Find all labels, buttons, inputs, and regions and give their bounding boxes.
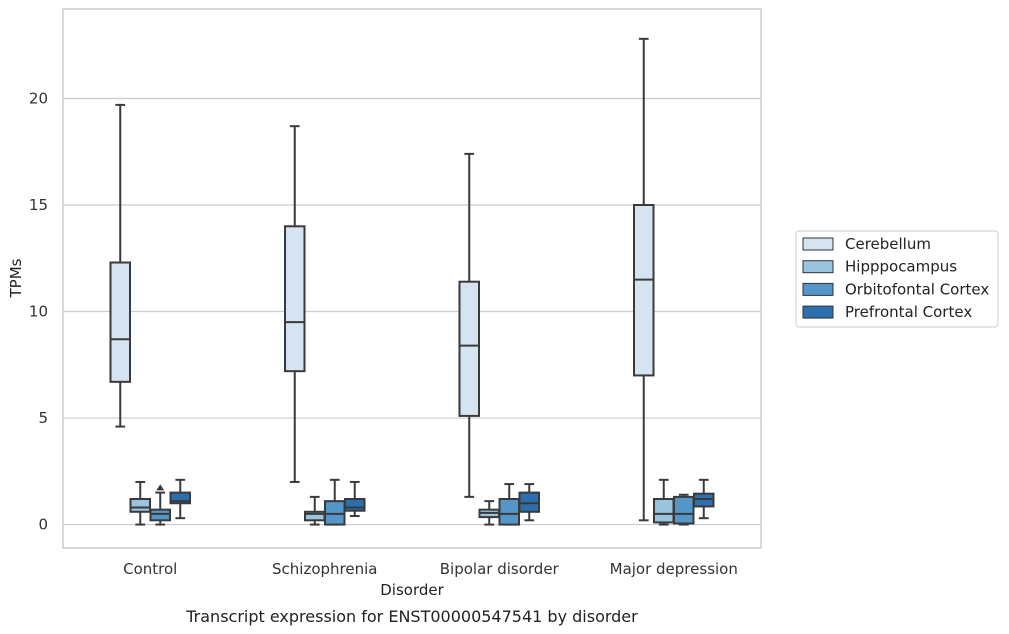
x-tick-label: Bipolar disorder xyxy=(440,560,560,578)
box-body xyxy=(653,498,675,524)
box-hipppocampus xyxy=(653,478,675,526)
box-prefrontal-cortex xyxy=(518,483,540,522)
y-tick-label: 20 xyxy=(29,89,48,107)
box-prefrontal-cortex xyxy=(344,480,366,518)
box-orbitofontal-cortex xyxy=(498,483,520,526)
x-tick-label: Major depression xyxy=(610,560,738,578)
legend-label: Prefrontal Cortex xyxy=(845,303,972,321)
box-prefrontal-cortex xyxy=(693,478,715,520)
box-prefrontal-cortex xyxy=(169,478,191,520)
outlier-point xyxy=(156,484,165,491)
box-body xyxy=(129,498,151,513)
box-body xyxy=(149,508,171,522)
box-body xyxy=(458,280,480,417)
legend-label: Orbitofontal Cortex xyxy=(845,280,989,298)
y-tick-label: 0 xyxy=(38,516,48,534)
box-hipppocampus xyxy=(129,480,151,526)
box-cerebellum xyxy=(284,125,306,483)
legend-frame xyxy=(795,230,999,328)
box-body xyxy=(169,491,191,505)
box-cerebellum xyxy=(633,37,655,522)
box-cerebellum xyxy=(458,152,480,498)
plot-area xyxy=(62,8,762,549)
y-tick-label: 5 xyxy=(38,409,48,427)
box-body xyxy=(673,495,695,525)
legend-swatch xyxy=(802,305,834,319)
y-axis-label: TPMs xyxy=(7,258,25,298)
y-tick-label: 10 xyxy=(29,303,48,321)
x-axis-label: Disorder xyxy=(380,581,444,599)
x-tick-label: Control xyxy=(123,560,177,578)
legend: Cerebellum Hipppocampus Orbitofontal Corte… xyxy=(795,230,999,328)
box-body xyxy=(109,261,131,383)
box-body xyxy=(284,225,306,373)
box-body xyxy=(518,491,540,513)
box-orbitofontal-cortex xyxy=(673,493,695,526)
y-tick-label: 15 xyxy=(29,196,48,214)
legend-label: Hipppocampus xyxy=(845,258,957,276)
box-body xyxy=(498,498,520,526)
axis-ticks: 0 5 10 15 20 Control Schizophrenia Bipolar diso… xyxy=(29,89,738,578)
box-body xyxy=(344,498,366,512)
chart-caption: Transcript expression for ENST0000054754… xyxy=(185,607,638,626)
box-orbitofontal-cortex xyxy=(324,478,346,526)
legend-swatch xyxy=(802,282,834,296)
box-body xyxy=(324,500,346,526)
box-cerebellum xyxy=(109,103,131,428)
x-tick-label: Schizophrenia xyxy=(272,560,377,578)
box-orbitofontal-cortex xyxy=(149,484,171,526)
box-hipppocampus xyxy=(304,495,326,526)
box-series xyxy=(109,37,715,526)
legend-label: Cerebellum xyxy=(845,235,931,253)
legend-swatch xyxy=(802,260,834,274)
legend-swatch xyxy=(802,237,834,251)
box-body xyxy=(693,492,715,508)
box-body xyxy=(633,204,655,377)
